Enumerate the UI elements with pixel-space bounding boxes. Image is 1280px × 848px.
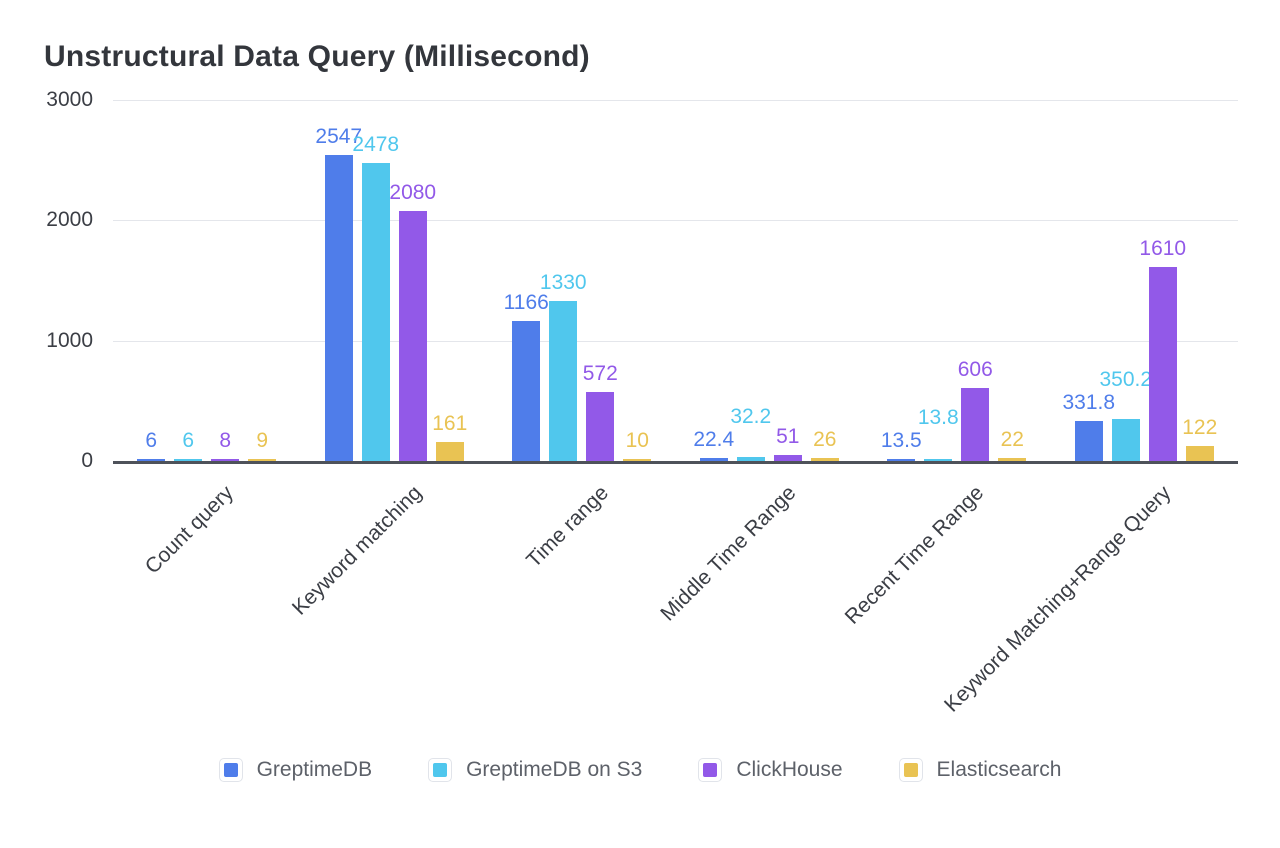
- gridline: [113, 340, 1238, 342]
- x-axis-category-label: Keyword matching: [287, 481, 426, 620]
- bar-greptimedb-on-s3[interactable]: [549, 300, 578, 461]
- gridline: [113, 100, 1238, 101]
- legend-swatch-icon: [698, 758, 723, 782]
- bar-clickhouse[interactable]: [773, 454, 802, 461]
- bar-greptimedb-on-s3[interactable]: [924, 458, 953, 461]
- bar-value-label: 2547: [315, 124, 363, 148]
- x-axis-category-label: Middle Time Range: [656, 481, 801, 626]
- bar-elasticsearch[interactable]: [248, 458, 277, 461]
- legend-swatch-color: [703, 763, 718, 777]
- bar-value-label: 606: [957, 358, 993, 382]
- bar-value-label: 22.4: [693, 428, 735, 452]
- bar-value-label: 26: [813, 427, 837, 451]
- bar-value-label: 13.8: [917, 405, 959, 429]
- bar-greptimedb[interactable]: [324, 154, 353, 461]
- bar-greptimedb-on-s3[interactable]: [361, 162, 390, 461]
- legend-swatch-color: [223, 763, 238, 777]
- bar-elasticsearch[interactable]: [623, 458, 652, 461]
- legend-item-label: GreptimeDB on S3: [466, 758, 643, 781]
- bar-greptimedb[interactable]: [887, 458, 916, 461]
- bar-clickhouse[interactable]: [586, 392, 615, 461]
- chart-legend: GreptimeDB GreptimeDB on S3 ClickHouse Elas…: [0, 758, 1280, 782]
- legend-item-elasticsearch[interactable]: Elasticsearch: [898, 758, 1062, 782]
- y-axis-tick-label: 1000: [46, 328, 93, 352]
- legend-swatch-icon: [898, 758, 923, 782]
- bar-clickhouse[interactable]: [961, 388, 990, 461]
- bar-value-label: 9: [256, 428, 269, 452]
- legend-swatch-icon: [218, 758, 243, 782]
- bar-greptimedb[interactable]: [699, 458, 728, 461]
- legend-item-greptimedb[interactable]: GreptimeDB: [218, 758, 373, 782]
- chart-title: Unstructural Data Query (Millisecond): [44, 40, 590, 73]
- legend-item-clickhouse[interactable]: ClickHouse: [698, 758, 843, 782]
- legend-item-label: ClickHouse: [736, 758, 843, 781]
- bar-value-label: 572: [582, 362, 618, 386]
- legend-swatch-color: [903, 763, 918, 777]
- legend-item-greptimedb-on-s3[interactable]: GreptimeDB on S3: [428, 758, 642, 782]
- bar-value-label: 1610: [1139, 237, 1187, 261]
- bar-value-label: 2080: [389, 180, 437, 204]
- bar-greptimedb[interactable]: [1074, 421, 1103, 461]
- bar-value-label: 161: [432, 411, 468, 435]
- y-axis-tick-label: 2000: [46, 208, 93, 232]
- bar-value-label: 122: [1182, 416, 1218, 440]
- bar-value-label: 8: [219, 428, 232, 452]
- bar-value-label: 6: [145, 428, 158, 452]
- bar-value-label: 51: [776, 424, 800, 448]
- bar-greptimedb-on-s3[interactable]: [1111, 418, 1140, 461]
- legend-swatch-color: [433, 763, 448, 777]
- bar-value-label: 32.2: [730, 405, 772, 429]
- bar-value-label: 10: [625, 428, 649, 452]
- y-axis-tick-label: 0: [81, 449, 93, 472]
- bar-clickhouse[interactable]: [398, 210, 427, 461]
- bar-value-label: 331.8: [1062, 391, 1116, 415]
- legend-item-label: Elasticsearch: [936, 758, 1062, 781]
- bar-greptimedb[interactable]: [137, 458, 166, 461]
- bar-value-label: 1166: [503, 290, 549, 314]
- bar-value-label: 13.5: [880, 428, 922, 452]
- bar-value-label: 22: [1000, 428, 1024, 452]
- bar-elasticsearch[interactable]: [435, 441, 464, 461]
- gridline: [113, 220, 1238, 222]
- x-axis-category-label: Count query: [141, 481, 239, 579]
- y-axis-tick-label: 3000: [46, 88, 93, 111]
- bar-elasticsearch[interactable]: [810, 457, 839, 461]
- x-axis-category-label: Recent Time Range: [840, 481, 989, 629]
- bar-elasticsearch[interactable]: [1185, 446, 1214, 461]
- x-axis-line: [113, 461, 1238, 464]
- legend-swatch-icon: [428, 758, 453, 782]
- bar-greptimedb-on-s3[interactable]: [174, 458, 203, 461]
- bar-value-label: 1330: [539, 270, 587, 294]
- bar-clickhouse[interactable]: [1148, 267, 1177, 461]
- plot-area: 0 1000 2000 3000 6 6 8 9 Count query 2547 2478 2080…: [46, 88, 1238, 717]
- bar-value-label: 2478: [352, 132, 400, 156]
- x-axis-category-label: Time range: [522, 481, 614, 573]
- bar-value-label: 6: [182, 428, 195, 452]
- bar-value-label: 350.2: [1099, 368, 1153, 392]
- legend-item-label: GreptimeDB: [256, 758, 373, 781]
- bar-greptimedb-on-s3[interactable]: [736, 457, 765, 461]
- bar-greptimedb[interactable]: [512, 320, 541, 461]
- bar-clickhouse[interactable]: [211, 458, 240, 461]
- x-axis-category-label: Keyword Matching+Range Query: [940, 481, 1176, 717]
- bar-elasticsearch[interactable]: [998, 458, 1027, 461]
